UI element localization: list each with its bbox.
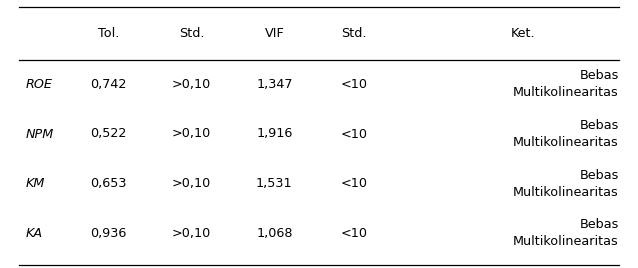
Text: Bebas
Multikolinearitas: Bebas Multikolinearitas <box>513 218 619 248</box>
Text: Bebas
Multikolinearitas: Bebas Multikolinearitas <box>513 169 619 199</box>
Text: 0,653: 0,653 <box>90 177 127 190</box>
Text: <10: <10 <box>341 177 367 190</box>
Text: Std.: Std. <box>179 27 204 40</box>
Text: VIF: VIF <box>265 27 284 40</box>
Text: NPM: NPM <box>26 128 54 140</box>
Text: 1,347: 1,347 <box>256 78 293 91</box>
Text: >0,10: >0,10 <box>172 227 211 240</box>
Text: >0,10: >0,10 <box>172 78 211 91</box>
Text: >0,10: >0,10 <box>172 177 211 190</box>
Text: Bebas
Multikolinearitas: Bebas Multikolinearitas <box>513 119 619 149</box>
Text: 0,742: 0,742 <box>90 78 127 91</box>
Text: 1,531: 1,531 <box>256 177 293 190</box>
Text: 1,068: 1,068 <box>256 227 293 240</box>
Text: >0,10: >0,10 <box>172 128 211 140</box>
Text: <10: <10 <box>341 227 367 240</box>
Text: <10: <10 <box>341 78 367 91</box>
Text: <10: <10 <box>341 128 367 140</box>
Text: 0,936: 0,936 <box>90 227 127 240</box>
Text: Std.: Std. <box>341 27 367 40</box>
Text: ROE: ROE <box>26 78 52 91</box>
Text: Tol.: Tol. <box>98 27 119 40</box>
Text: KA: KA <box>26 227 43 240</box>
Text: Bebas
Multikolinearitas: Bebas Multikolinearitas <box>513 69 619 99</box>
Text: Ket.: Ket. <box>511 27 535 40</box>
Text: KM: KM <box>26 177 45 190</box>
Text: 1,916: 1,916 <box>256 128 293 140</box>
Text: 0,522: 0,522 <box>90 128 127 140</box>
